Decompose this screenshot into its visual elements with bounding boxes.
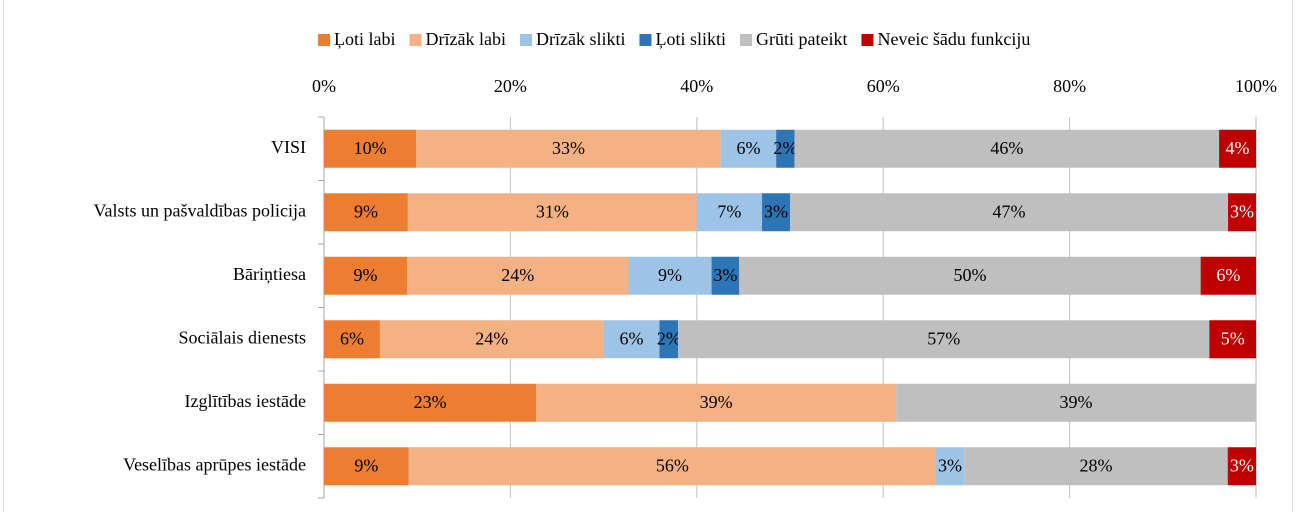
legend-swatch [519,34,532,46]
bar-segment [678,320,1210,359]
y-tick-label: VISI [271,137,306,157]
bar-segment [762,193,790,232]
bar-segment [1209,320,1256,359]
bar-segment [935,447,965,486]
data-label: 50% [953,265,986,285]
data-label: 24% [475,328,508,348]
bar-segment [536,383,897,422]
data-label: 6% [736,138,760,158]
x-tick-label: 20% [494,76,527,96]
x-tick-label: 0% [312,76,336,96]
y-tick-label: Valsts un pašvaldības policija [94,200,306,220]
x-tick-label: 80% [1053,76,1086,96]
bar-segment [416,129,721,168]
data-label: 6% [620,328,644,348]
legend-swatch [861,34,874,46]
bar-segment [896,383,1256,422]
bar-segment [407,256,629,295]
data-label: 23% [414,392,447,412]
bar-segment [324,383,537,422]
bar-segment [711,256,740,295]
data-label: 9% [354,455,378,475]
data-label: 2% [657,328,681,348]
legend-label: Neveic šādu funkciju [877,29,1030,49]
data-label: 3% [1230,201,1254,221]
data-label: 9% [354,265,378,285]
data-label: 31% [536,201,569,221]
data-label: 33% [552,138,585,158]
bar-segment [1227,447,1256,486]
bar-segment [324,447,409,486]
bar-segment [776,129,795,168]
data-label: 3% [938,455,962,475]
legend-label: Drīzāk labi [426,29,506,49]
data-label: 9% [658,265,682,285]
bar-segment [379,320,604,359]
bar-segment [324,256,408,295]
bar-segment [324,320,380,359]
data-label: 6% [1216,265,1240,285]
bar-segment [790,193,1229,232]
data-label: 46% [990,138,1023,158]
data-label: 10% [354,138,387,158]
y-tick-label: Bāriņtiesa [233,264,306,284]
bar-segment [794,129,1220,168]
bar-segment [739,256,1201,295]
data-label: 2% [773,138,797,158]
legend-swatch [318,34,330,46]
bar-segment [720,129,777,168]
bar-segment [1228,193,1256,232]
bar-segment [964,447,1228,486]
y-tick-label: Sociālais dienests [179,327,306,347]
data-label: 6% [340,328,364,348]
data-label: 57% [927,328,960,348]
data-label: 47% [993,201,1026,221]
bar-segment [324,193,408,232]
x-tick-label: 60% [867,76,900,96]
bar-segment [408,447,936,486]
data-label: 3% [713,265,737,285]
data-label: 9% [354,201,378,221]
y-tick-label: Veselības aprūpes iestāde [123,454,306,474]
bar-segment [1219,129,1256,168]
data-label: 39% [700,392,733,412]
legend-swatch [639,34,652,46]
data-label: 3% [1230,455,1254,475]
data-label: 39% [1060,392,1093,412]
data-label: 56% [656,455,689,475]
legend-label: Ļoti slikti [655,29,726,49]
data-label: 4% [1226,138,1250,158]
legend-swatch [739,34,752,46]
legend-label: Grūti pateikt [756,29,847,49]
bar-segment [696,193,763,232]
data-label: 28% [1079,455,1112,475]
data-label: 24% [501,265,534,285]
bar-segment [603,320,660,359]
bar-segment [324,129,417,168]
bar-segment [659,320,679,359]
legend-label: Ļoti labi [334,29,396,49]
data-label: 7% [717,201,741,221]
x-tick-label: 100% [1235,76,1277,96]
bar-segment [628,256,712,295]
x-tick-label: 40% [680,76,713,96]
legend-label: Drīzāk slikti [536,29,625,49]
bar-segment [407,193,697,232]
data-label: 5% [1221,328,1245,348]
legend-swatch [409,34,422,46]
chart-frame [3,0,1293,512]
bar-segment [1200,256,1256,295]
data-label: 3% [764,201,788,221]
y-tick-label: Izglītības iestāde [185,391,306,411]
